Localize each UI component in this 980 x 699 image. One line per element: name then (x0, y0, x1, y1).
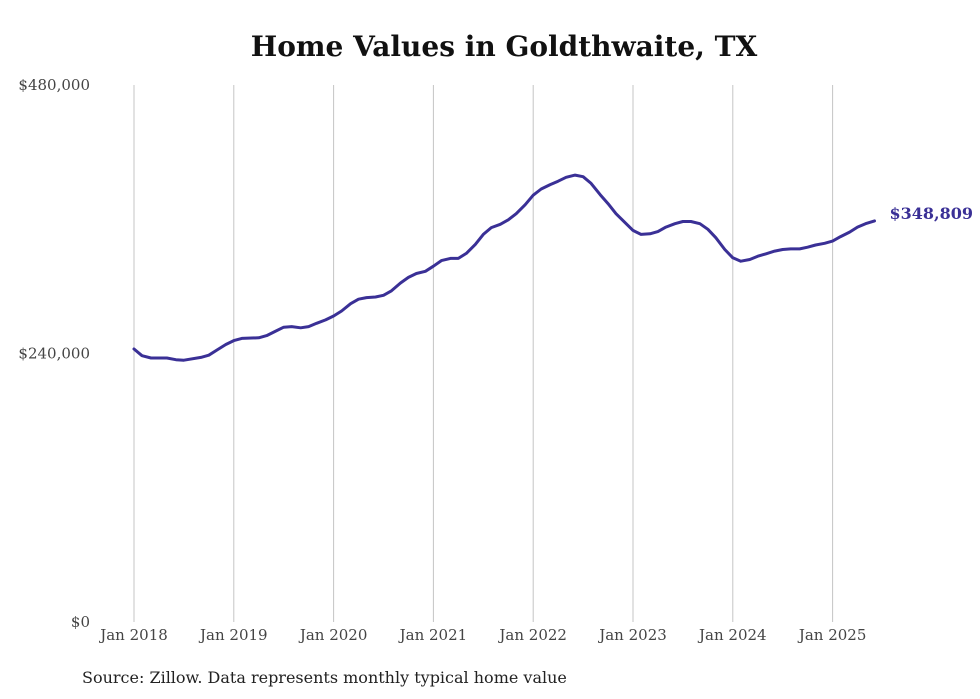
chart-title: Home Values in Goldthwaite, TX (250, 30, 758, 63)
end-value-label: $348,809 (890, 204, 974, 223)
x-axis-ticks: Jan 2018 Jan 2019 Jan 2020 Jan 2021 Jan 2022… (98, 626, 866, 644)
x-tick-label: Jan 2021 (398, 626, 468, 644)
x-tick-label: Jan 2023 (597, 626, 667, 644)
x-tick-label: Jan 2025 (797, 626, 867, 644)
y-tick-label: $480,000 (18, 76, 90, 94)
x-tick-label: Jan 2019 (198, 626, 268, 644)
x-tick-label: Jan 2024 (697, 626, 767, 644)
series-line (132, 173, 876, 362)
series-lines (132, 173, 876, 362)
end-labels: $348,809 (890, 204, 974, 223)
y-axis-ticks: $0 $240,000 $480,000 (18, 76, 90, 631)
y-tick-label: $0 (71, 613, 90, 631)
x-tick-label: Jan 2020 (298, 626, 368, 644)
grid-lines (133, 85, 834, 622)
y-tick-label: $240,000 (18, 345, 90, 363)
x-tick-label: Jan 2018 (98, 626, 168, 644)
x-tick-label: Jan 2022 (497, 626, 567, 644)
source-note: Source: Zillow. Data represents monthly … (82, 668, 567, 687)
